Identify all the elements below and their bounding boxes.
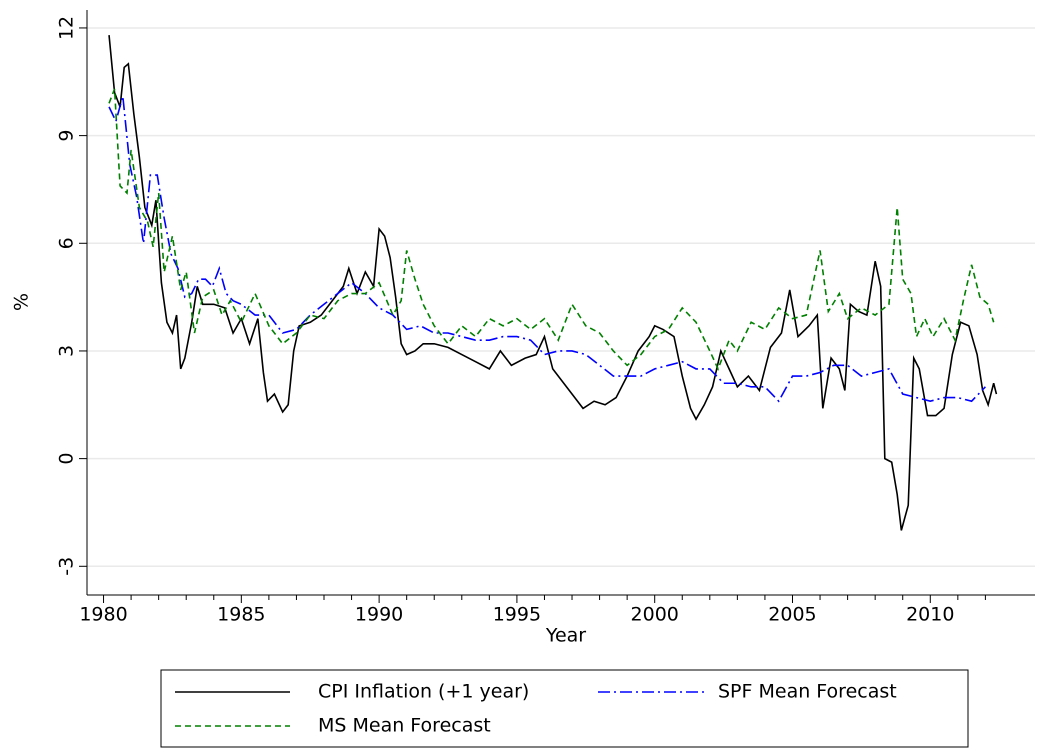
x-tick-label: 2005 [768,604,816,626]
x-tick-label: 2000 [631,604,679,626]
y-tick-label: 12 [56,16,78,40]
x-tick-label: 1980 [79,604,127,626]
x-tick-label: 1995 [493,604,541,626]
x-tick-label: 2010 [906,604,954,626]
legend-label: SPF Mean Forecast [718,681,897,703]
y-tick-label: 3 [56,345,78,357]
y-axis-label: % [11,293,33,311]
y-tick-label: 6 [56,237,78,249]
legend-label: CPI Inflation (+1 year) [318,681,529,703]
legend-label: MS Mean Forecast [318,715,491,737]
x-tick-label: 1985 [217,604,265,626]
series-line [108,35,998,531]
series-line [108,95,986,403]
x-tick-label: 1990 [355,604,403,626]
y-tick-label: 0 [56,453,78,465]
y-tick-label: -3 [56,557,78,576]
series-line [108,88,995,371]
y-tick-label: 9 [56,130,78,142]
x-axis-label: Year [545,625,586,647]
legend [160,669,969,748]
